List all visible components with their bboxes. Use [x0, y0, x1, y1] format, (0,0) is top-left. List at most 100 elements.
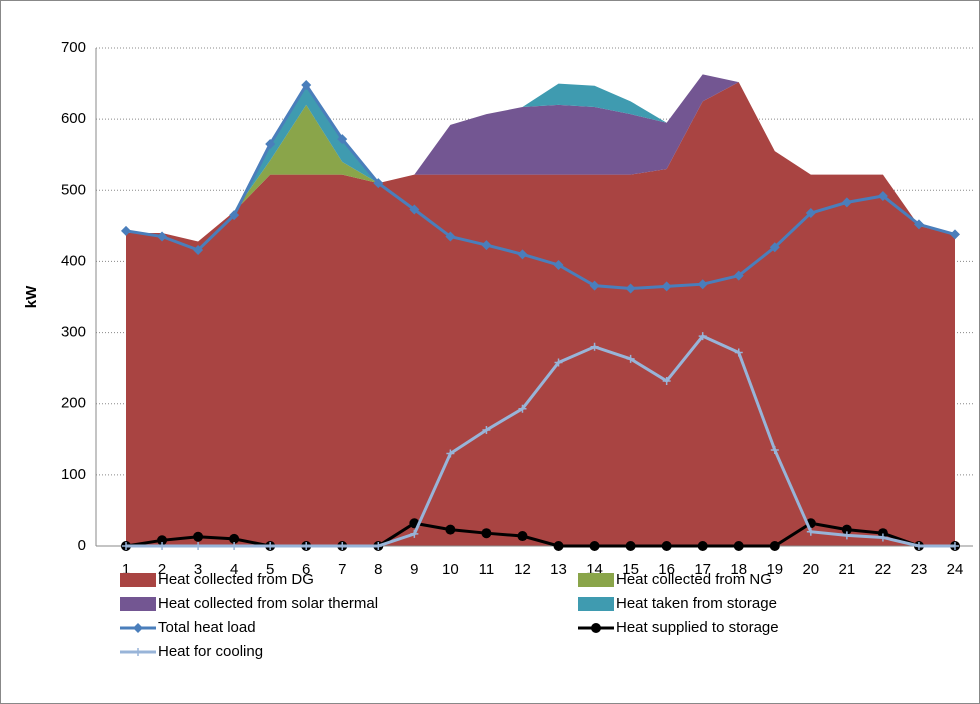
marker	[337, 134, 348, 145]
marker	[626, 354, 635, 363]
legend-label: Total heat load	[158, 619, 256, 636]
marker	[158, 542, 167, 550]
marker	[194, 542, 203, 550]
y-tick-label: 0	[78, 537, 86, 554]
marker	[733, 270, 744, 281]
x-tick-label: 7	[338, 561, 346, 578]
x-tick-label: 19	[766, 561, 783, 578]
marker	[446, 449, 455, 458]
x-tick-label: 24	[947, 561, 964, 578]
marker	[157, 231, 168, 242]
marker	[769, 541, 780, 551]
marker	[133, 623, 143, 633]
marker	[913, 219, 924, 230]
y-tick-label: 400	[61, 252, 86, 269]
marker	[193, 245, 204, 256]
marker	[553, 259, 564, 270]
legend-label: Heat collected from NG	[616, 571, 772, 588]
x-tick-label: 13	[550, 561, 567, 578]
x-tick-label: 16	[658, 561, 675, 578]
legend-label: Heat for cooling	[158, 643, 263, 660]
x-tick-label: 2	[158, 561, 166, 578]
marker	[734, 348, 743, 357]
x-tick-label: 18	[730, 561, 747, 578]
marker	[481, 240, 492, 251]
marker	[661, 281, 672, 292]
marker	[229, 210, 240, 221]
line	[125, 82, 956, 290]
marker	[733, 541, 744, 551]
marker	[589, 280, 600, 291]
marker	[770, 445, 779, 454]
y-axis-label: kW	[23, 285, 40, 308]
marker	[554, 358, 563, 367]
marker	[266, 542, 275, 550]
x-tick-label: 8	[374, 561, 382, 578]
x-tick-label: 15	[622, 561, 639, 578]
legend-swatch	[578, 573, 614, 587]
x-tick-label: 17	[694, 561, 711, 578]
y-tick-label: 700	[61, 39, 86, 56]
marker	[805, 208, 816, 219]
marker	[662, 376, 671, 385]
marker	[193, 531, 204, 542]
x-tick-label: 22	[875, 561, 892, 578]
legend-swatch	[120, 597, 156, 611]
marker	[517, 531, 528, 542]
marker	[410, 529, 419, 538]
y-tick-label: 300	[61, 324, 86, 341]
marker	[842, 531, 851, 540]
marker	[589, 541, 600, 551]
marker	[841, 197, 852, 208]
marker	[625, 283, 636, 294]
y-tick-label: 200	[61, 395, 86, 412]
marker	[697, 279, 708, 290]
marker	[841, 524, 852, 535]
marker	[445, 524, 456, 535]
marker	[950, 229, 960, 240]
x-tick-label: 3	[194, 561, 202, 578]
marker	[121, 225, 131, 236]
marker	[806, 527, 815, 536]
marker	[134, 648, 142, 656]
x-tick-label: 11	[479, 561, 495, 578]
marker	[697, 541, 708, 551]
marker	[661, 541, 672, 551]
marker	[877, 190, 888, 201]
marker	[481, 528, 492, 539]
area	[126, 82, 955, 242]
marker	[122, 542, 130, 550]
marker	[590, 342, 599, 351]
marker	[517, 249, 528, 260]
marker	[229, 533, 240, 544]
marker	[338, 542, 347, 550]
legend-label: Heat supplied to storage	[616, 619, 779, 636]
marker	[518, 404, 527, 413]
y-tick-label: 600	[61, 110, 86, 127]
marker	[877, 528, 888, 539]
x-tick-label: 21	[839, 561, 856, 578]
y-tick-label: 500	[61, 181, 86, 198]
legend-label: Heat collected from DG	[158, 571, 314, 588]
marker	[445, 231, 456, 242]
x-tick-label: 9	[410, 561, 418, 578]
legend-swatch	[578, 597, 614, 611]
marker	[230, 542, 239, 550]
x-tick-label: 20	[802, 561, 819, 578]
marker	[698, 332, 707, 341]
legend-swatch	[120, 573, 156, 587]
marker	[301, 79, 312, 90]
line	[126, 334, 955, 548]
marker	[591, 623, 601, 633]
x-tick-label: 12	[514, 561, 531, 578]
legend-label: Heat collected from solar thermal	[158, 595, 378, 612]
marker	[914, 542, 923, 550]
area	[126, 82, 955, 547]
marker	[374, 542, 383, 550]
marker	[951, 542, 959, 550]
marker	[553, 541, 564, 551]
marker	[265, 139, 276, 150]
marker	[878, 533, 887, 542]
legend-label: Heat taken from storage	[616, 595, 777, 612]
